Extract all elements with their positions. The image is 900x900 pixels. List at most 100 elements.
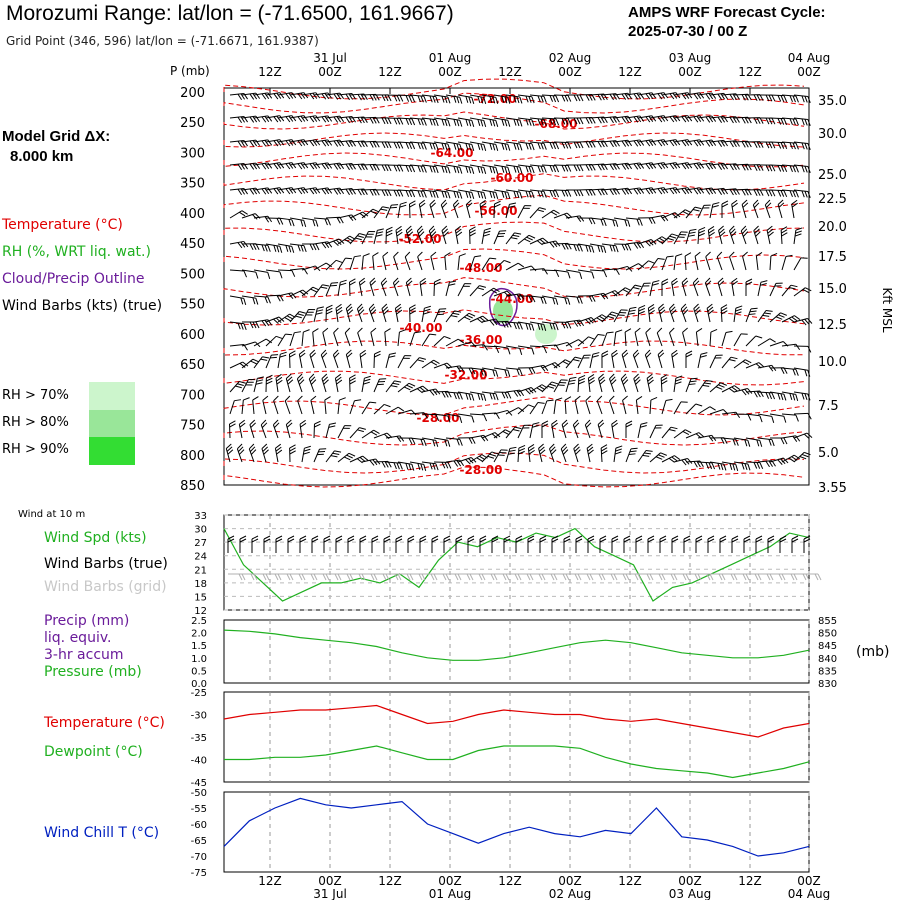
barb-feather [243,323,247,331]
barb-feather [478,573,483,581]
barb-feather [693,140,699,147]
barb-feather [291,162,297,169]
barb-feather [423,308,431,312]
barb-feather [404,251,411,258]
barb-feather [249,116,255,123]
barb-staff [421,94,436,98]
barb-feather [489,453,497,457]
barb-feather [766,225,773,231]
barb-staff [421,359,434,369]
barb-feather [645,188,651,195]
barb-feather [504,96,508,104]
wind-barb [609,395,615,415]
wind-barb [577,374,586,393]
barb-feather [806,432,813,438]
wind-barb [289,217,307,227]
barb-feather [407,231,414,237]
barb-feather [807,393,811,401]
barb-feather [559,381,567,384]
barb-feather [528,388,534,394]
barb-feather [394,573,399,581]
barb-feather [778,202,785,208]
barb-feather [447,119,451,127]
barb-staff [385,461,400,464]
wind10m-barb-true [719,535,727,553]
barb-feather [789,165,793,173]
barb-staff [541,381,553,393]
barb-staff [265,294,281,297]
barb-feather [386,232,393,237]
barb-staff [409,141,424,144]
barb-staff [335,308,339,323]
barb-feather [614,290,621,296]
barb-feather [637,573,642,581]
barb-staff [745,461,761,464]
barb-feather [453,392,457,400]
wind-barb [565,141,584,149]
barb-feather [679,233,687,236]
wind-barb [397,164,416,173]
barb-staff [505,141,520,145]
barb-feather [360,140,365,148]
barb-feather [801,453,809,458]
barb-feather [579,272,583,280]
windchill-label: Wind Chill T (°C) [44,825,160,841]
temperature-contour [223,78,805,100]
barb-staff [419,282,423,297]
barb-feather [501,166,505,173]
barb-staff [745,362,760,369]
barb-feather [432,143,436,150]
pressure-unit-right: (mb) [856,644,890,660]
barb-feather [692,208,700,212]
wind-barb [493,320,512,328]
wind-barb [697,461,716,470]
barb-feather [549,118,554,125]
barb-staff [253,338,267,347]
barb-feather [432,119,436,126]
barb-staff [433,437,448,441]
barb-feather [519,143,523,151]
barb-feather [261,188,267,195]
barb-feather [587,535,595,540]
wind-barb [277,115,297,123]
barb-feather [698,432,705,438]
barb-staff [577,377,580,393]
barb-feather [753,94,758,101]
wind-barb [709,187,729,195]
barb-feather [790,573,795,581]
wind-barb [646,373,654,393]
barb-staff [685,403,697,415]
barb-staff [299,424,303,439]
barb-feather [670,306,676,312]
barb-staff [589,188,605,191]
barb-feather [624,219,628,227]
barb-feather [507,120,511,127]
barb-feather [753,202,760,208]
barb-staff [577,188,593,191]
barb-feather [303,115,309,122]
barb-feather [817,573,822,581]
barb-staff [433,413,448,417]
bottom-time-label: 00Z [558,874,582,888]
barb-feather [732,116,737,123]
barb-staff [409,412,424,415]
barb-feather [322,284,330,287]
barb-staff [493,290,508,297]
barb-feather [508,205,516,208]
barb-feather [579,164,584,172]
barb-feather [471,341,477,348]
barb-feather [431,535,439,540]
barb-staff [381,308,387,323]
wind-barb [409,164,427,173]
wind-barb [433,335,451,347]
barb-feather [347,309,354,315]
barb-feather [489,96,493,103]
barb-staff [409,117,424,120]
pressure-tick-label: 550 [180,298,205,313]
barb-feather [405,165,410,172]
barb-feather [455,225,462,231]
barb-feather [360,93,365,101]
barb-feather [417,118,421,126]
barb-staff [430,256,435,271]
wind-barb [649,214,669,222]
